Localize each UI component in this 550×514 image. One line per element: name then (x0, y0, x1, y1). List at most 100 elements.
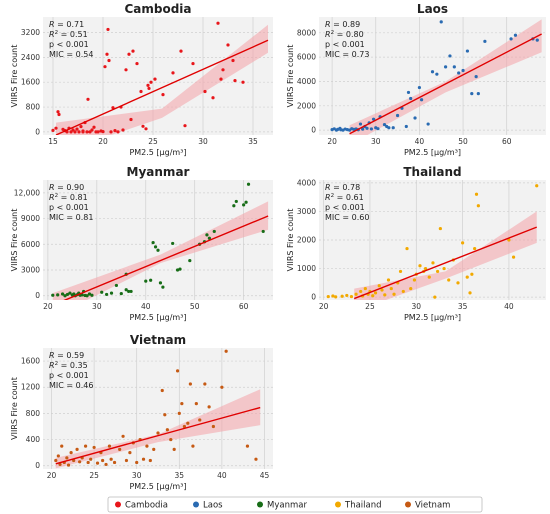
data-point (129, 117, 133, 122)
data-point (439, 20, 443, 24)
data-point (430, 70, 435, 74)
data-point (86, 460, 90, 465)
data-point (85, 294, 89, 298)
y-tick-label: 0 (35, 291, 40, 300)
data-point (221, 68, 225, 72)
data-point (51, 293, 55, 297)
x-tick-label: 35 (458, 302, 468, 311)
y-tick-label: 1000 (297, 264, 316, 273)
data-point (148, 458, 152, 463)
data-point (179, 49, 183, 53)
data-point (68, 291, 72, 295)
stat-r-value: = 0.89 (331, 20, 361, 29)
data-point (226, 43, 230, 47)
data-point (79, 125, 83, 129)
data-point (443, 65, 448, 69)
data-point (387, 126, 391, 130)
data-point (182, 424, 187, 429)
y-tick-label: 12,000 (14, 188, 40, 197)
data-point (69, 451, 73, 455)
y-tick-label: 2000 (297, 101, 316, 110)
stat-r2-sup: 2 (55, 361, 59, 367)
data-point (169, 437, 173, 442)
x-axis-label: PM2.5 [μg/m³] (129, 313, 186, 322)
y-tick-label: 0 (35, 461, 40, 470)
y-tick-label: 0 (311, 293, 316, 302)
data-point (124, 458, 129, 463)
stat-r2-symbol: R (325, 30, 331, 39)
data-point (401, 289, 405, 294)
data-point (392, 292, 396, 296)
data-point (435, 269, 440, 274)
x-tick-label: 20 (43, 302, 53, 311)
x-tick-label: 40 (141, 302, 151, 311)
data-point (161, 93, 165, 97)
data-point (216, 21, 220, 25)
data-point (244, 200, 248, 204)
stat-r-value: = 0.78 (331, 183, 361, 192)
x-tick-label: 35 (248, 137, 258, 146)
data-point (188, 258, 192, 263)
stat-r2-symbol: R (49, 193, 55, 202)
data-point (509, 37, 513, 41)
x-tick-label: 40 (415, 137, 425, 146)
data-point (60, 444, 64, 448)
data-point (175, 268, 180, 272)
legend-marker-vietnam (405, 501, 411, 508)
y-tick-label: 400 (26, 435, 41, 444)
stat-r-symbol: R (325, 20, 331, 29)
data-point (107, 58, 111, 63)
regression-line (55, 406, 261, 465)
data-point (212, 229, 216, 234)
x-tick-label: 50 (190, 302, 200, 311)
data-point (363, 286, 367, 291)
data-point (334, 295, 338, 299)
data-point (232, 204, 236, 208)
data-point (433, 295, 437, 299)
data-point (431, 261, 435, 265)
data-point (92, 125, 96, 129)
stat-r-value: = 0.71 (55, 20, 85, 29)
data-point (413, 116, 417, 120)
data-point (194, 401, 198, 406)
regression-line (55, 39, 269, 135)
y-axis-label: VIIRS Fire count (286, 209, 295, 272)
x-tick-label: 25 (365, 302, 375, 311)
confidence-band (56, 24, 268, 135)
data-point (456, 281, 460, 285)
data-point (198, 418, 202, 422)
y-tick-label: 3200 (21, 28, 40, 37)
panel-title: Vietnam (130, 333, 186, 347)
data-point (86, 97, 90, 101)
stat-mic: MIC = 0.60 (325, 213, 369, 222)
data-point (146, 83, 150, 87)
data-point (535, 38, 539, 42)
data-point (96, 130, 100, 134)
x-tick-label: 60 (239, 302, 249, 311)
data-point (149, 278, 153, 282)
data-point (129, 289, 133, 294)
y-axis-label: VIIRS Fire count (10, 45, 19, 108)
data-point (233, 79, 237, 83)
data-point (87, 292, 92, 296)
data-point (224, 349, 228, 353)
y-tick-label: 4000 (297, 178, 316, 187)
data-point (340, 294, 344, 298)
data-point (395, 113, 400, 118)
stat-mic: MIC = 0.54 (49, 50, 93, 59)
data-point (58, 462, 62, 467)
y-axis-label: VIIRS Fire count (10, 209, 19, 272)
plot-background (319, 17, 546, 135)
data-point (83, 444, 88, 448)
legend-marker-laos (193, 501, 199, 508)
data-point (452, 65, 456, 69)
stat-p: p < 0.001 (325, 203, 365, 212)
data-point (90, 128, 94, 132)
data-point (88, 130, 92, 134)
x-tick-label: 30 (132, 471, 142, 480)
data-point (246, 182, 251, 186)
stat-p: p < 0.001 (49, 371, 89, 380)
data-point (473, 246, 477, 251)
legend-label-cambodia: Cambodia (125, 501, 168, 511)
data-point (191, 61, 195, 66)
